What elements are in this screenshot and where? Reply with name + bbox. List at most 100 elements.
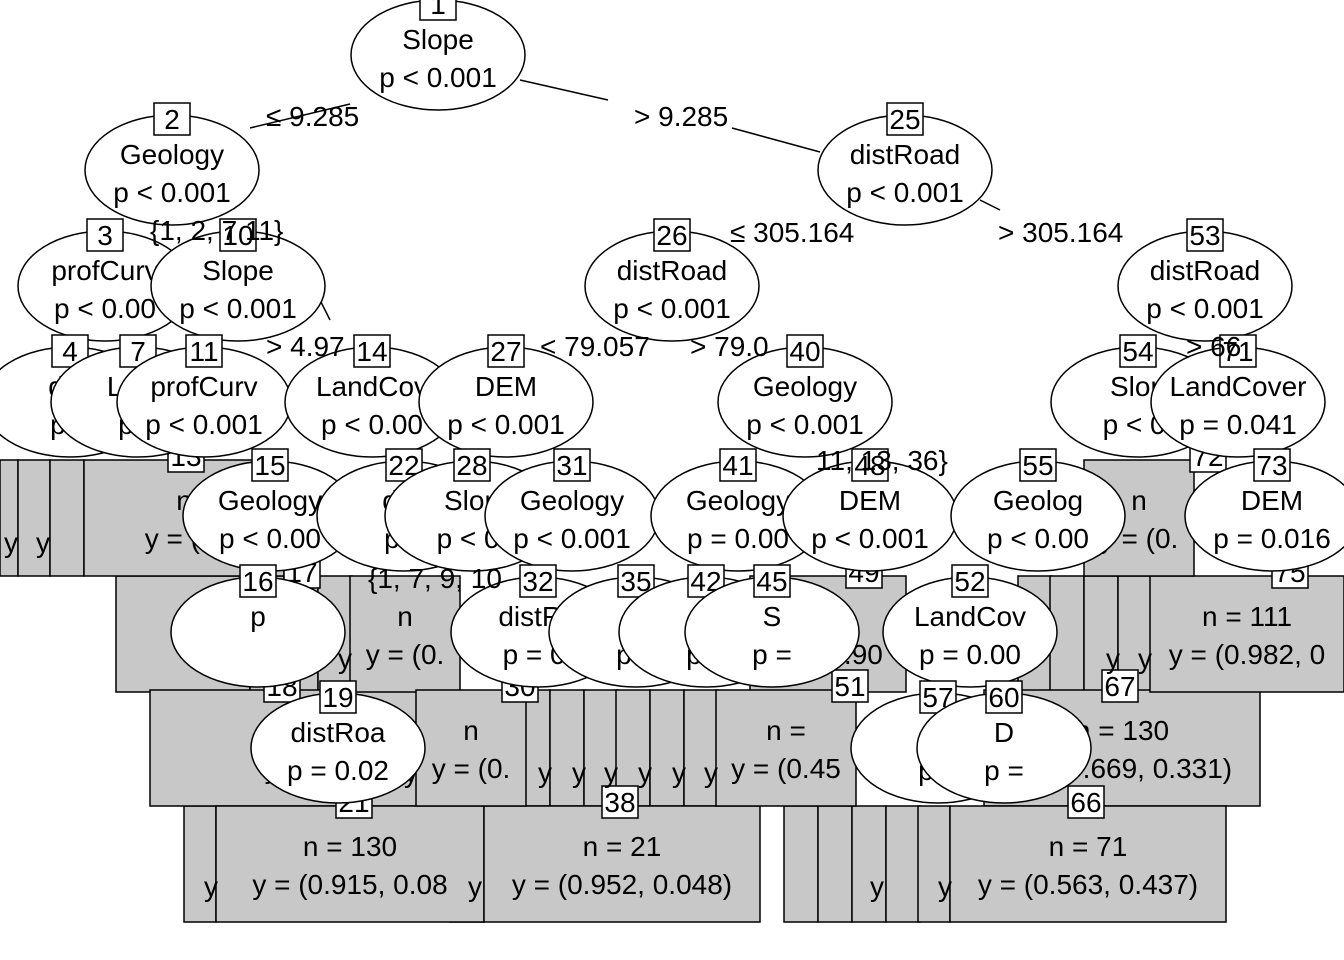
inner-node: profCurv p < 0.00 3 — [17, 218, 193, 342]
edge-split-label: ≤ 9.285 — [266, 101, 359, 132]
inner-node: Geology p < 0.001 2 — [84, 102, 260, 226]
inner-node-id: 3 — [97, 220, 113, 251]
terminal-node-strip — [783, 805, 819, 923]
inner-node-variable: Slope — [402, 24, 474, 55]
inner-node-pvalue: p < 0.001 — [113, 177, 231, 208]
inner-node-id-box — [219, 218, 257, 252]
inner-node-id: 45 — [756, 566, 787, 597]
inner-node: distRoad p < 0.001 25 — [817, 102, 993, 226]
edge-split-label: 11, 13, 36} — [816, 445, 948, 476]
terminal-node-id-box — [831, 669, 869, 703]
terminal-node-fragment-label: y — [538, 757, 552, 788]
inner-node-id: 28 — [456, 450, 487, 481]
terminal-node-count: n — [1131, 485, 1147, 516]
inner-node: Sp = 45 — [684, 564, 860, 688]
terminal-node-count: n — [397, 601, 413, 632]
terminal-node: n = 71 y = (0.563, 0.437) 66 — [949, 785, 1227, 923]
terminal-node-fragment-label: y — [1106, 643, 1120, 674]
inner-node-id: 54 — [1122, 336, 1153, 367]
inner-node-pvalue: p = 0.00 — [919, 639, 1021, 670]
inner-node-id: 14 — [356, 336, 387, 367]
terminal-node-distribution: y = (0.952, 0.048) — [512, 869, 732, 900]
terminal-node-id-box — [601, 785, 639, 819]
terminal-node: n = y = (0.45 51 — [715, 669, 869, 807]
inner-node-id: 4 — [62, 336, 78, 367]
edge-split-label: < 79.057 — [540, 331, 650, 362]
inner-node-pvalue: p < 0.001 — [846, 177, 964, 208]
inner-node-pvalue: p < 0.001 — [179, 293, 297, 324]
inner-node-variable: Geology — [753, 371, 857, 402]
terminal-node-id: 51 — [834, 671, 865, 702]
inner-node-id: 11 — [189, 336, 218, 367]
inner-node-id-box — [786, 334, 824, 368]
terminal-node-strip — [917, 805, 951, 923]
terminal-node-count: n = 21 — [583, 831, 662, 862]
terminal-node-box — [715, 689, 857, 807]
inner-node: Slope p < 0.001 1 — [350, 0, 526, 111]
inner-node: profCurv p < 0.001 11 — [116, 334, 292, 458]
inner-node-variable: Geology — [218, 485, 322, 516]
terminal-node-fragment-label: y — [338, 643, 352, 674]
inner-node-id-box — [419, 0, 457, 21]
inner-node-id: 31 — [556, 450, 587, 481]
edge-split-label: {1, 7, 9, 10 — [368, 563, 502, 594]
terminal-node-distribution: y = (0.563, 0.437) — [978, 869, 1198, 900]
inner-node-id-box — [319, 680, 357, 714]
terminal-node-strip — [851, 805, 887, 923]
inner-node-id: 52 — [954, 566, 985, 597]
inner-node: LandCover p = 0.041 71 — [1150, 334, 1326, 458]
tree-edge — [249, 103, 351, 129]
inner-node: p 16 — [170, 564, 346, 688]
edge-split-label: > 9.285 — [634, 101, 728, 132]
edge-split-label: > 4.97 — [266, 331, 345, 362]
terminal-node-distribution: y = (0.982, 0 — [1169, 639, 1325, 670]
terminal-node-box — [215, 805, 485, 923]
inner-node-pvalue: p < 0.001 — [1146, 293, 1264, 324]
terminal-node-fragment-label: y — [672, 757, 686, 788]
inner-node-id: 73 — [1256, 450, 1287, 481]
inner-node-id-box — [951, 564, 989, 598]
tree-edge — [731, 127, 821, 153]
inner-node: distRoa p = 0.02 19 — [250, 680, 426, 804]
edge-split-label: > 79.0 — [690, 331, 769, 362]
edge-split-label: {1, 2, 7 11} — [150, 215, 283, 246]
inner-node-pvalue: p < 0.001 — [145, 409, 263, 440]
tree-edge — [519, 79, 609, 101]
terminal-node-strip — [17, 459, 51, 577]
inner-node-pvalue: p < 0.001 — [379, 62, 497, 93]
inner-node-id-box — [453, 448, 491, 482]
terminal-node-fragment-label: y — [468, 871, 482, 902]
inner-node-variable: Geology — [520, 485, 624, 516]
terminal-node-distribution: y = (0. — [366, 639, 445, 670]
inner-node-variable: profCurv — [51, 255, 158, 286]
terminal-node-fragment-label: y — [4, 527, 18, 558]
inner-node-id: 40 — [789, 336, 820, 367]
inner-node: DEM p < 0.001 48 — [782, 448, 958, 572]
inner-node: Geology p < 0.00 15 — [182, 448, 358, 572]
inner-node-id: 25 — [889, 104, 920, 135]
terminal-node-count: n — [463, 715, 479, 746]
inner-node-id: 26 — [656, 220, 687, 251]
terminal-node-id: 66 — [1070, 787, 1101, 818]
inner-node-id-box — [653, 218, 691, 252]
inner-node: distRoad p < 0.001 53 — [1117, 218, 1293, 342]
inner-node-id-box — [753, 564, 791, 598]
terminal-node-id-box — [1101, 669, 1139, 703]
tree-edge — [979, 199, 1001, 211]
inner-node-pvalue: p = 0.016 — [1213, 523, 1331, 554]
inner-node-variable: DEM — [839, 485, 901, 516]
inner-node-pvalue: p < 0.00 — [219, 523, 321, 554]
inner-node-id: 1 — [430, 0, 446, 20]
inner-node: Geology p < 0.001 31 — [484, 448, 660, 572]
terminal-node-count: n = 111 — [1202, 601, 1292, 632]
inner-node-id: 48 — [854, 450, 885, 481]
terminal-node-count: n = 71 — [1049, 831, 1128, 862]
inner-node-pvalue: p = 0.02 — [287, 755, 389, 786]
inner-node-pvalue: p = 0.041 — [1179, 409, 1297, 440]
inner-node-variable: distRoad — [1150, 255, 1261, 286]
inner-node: LandCov p < 0.00 14 — [284, 334, 460, 458]
terminal-node-fragment-label: y — [36, 527, 50, 558]
inner-node-id: 16 — [242, 566, 273, 597]
inner-node-variable: distRoad — [850, 139, 961, 170]
